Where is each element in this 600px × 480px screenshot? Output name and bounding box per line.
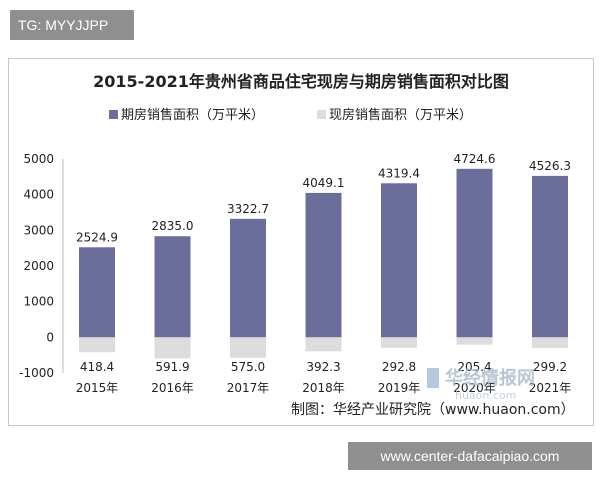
- y-tick-label: 1000: [23, 295, 54, 309]
- data-label-spot: 299.2: [533, 360, 567, 374]
- x-tick-label: 2019年: [378, 381, 421, 395]
- legend-swatch-forward: [109, 110, 118, 119]
- data-label-forward: 4526.3: [529, 159, 571, 173]
- x-tick-labels: 2015年 2016年 2017年 2018年 2019年 2020年 2021年: [76, 381, 572, 395]
- data-label-spot: 418.4: [80, 360, 114, 374]
- x-tick-label: 2018年: [302, 381, 345, 395]
- bars: 2524.9 418.4 2835.0 591.9 3322.7 575.0 4049.1 3…: [76, 152, 571, 374]
- data-label-forward: 4724.6: [454, 152, 496, 166]
- bar-chart: 2015-2021年贵州省商品住宅现房与期房销售面积对比图 期房销售面积（万平米…: [19, 72, 575, 418]
- footer-tag: www.center-dafacaipiao.com: [348, 442, 592, 470]
- bar-spot: [456, 337, 493, 345]
- bar-spot: [305, 337, 342, 352]
- bar-forward: [230, 218, 266, 338]
- x-tick-label: 2021年: [529, 381, 572, 395]
- data-label-spot: 575.0: [231, 360, 265, 374]
- watermark-logo: [427, 368, 439, 388]
- legend-swatch-spot: [317, 110, 326, 119]
- data-label-forward: 4319.4: [378, 166, 420, 180]
- data-label-forward: 2835.0: [152, 219, 194, 233]
- x-tick-label: 2017年: [227, 381, 270, 395]
- data-label-forward: 4049.1: [303, 176, 345, 190]
- y-tick-labels: 5000 4000 3000 2000 1000 0 -1000: [19, 152, 54, 380]
- header-tag: TG: MYYJJPP: [10, 10, 134, 40]
- bar-spot: [79, 337, 115, 353]
- x-tick-label: 2016年: [151, 381, 194, 395]
- bar-forward: [79, 247, 115, 338]
- bar-spot: [230, 337, 266, 358]
- bar-spot: [154, 337, 191, 359]
- data-label-forward: 2524.9: [76, 230, 118, 244]
- watermark-text: 华经情报网: [445, 367, 535, 389]
- y-tick-label: 2000: [23, 259, 54, 273]
- y-tick-label: 0: [46, 330, 54, 344]
- y-tick-label: -1000: [19, 366, 54, 380]
- chart-panel: 2015-2021年贵州省商品住宅现房与期房销售面积对比图 期房销售面积（万平米…: [8, 58, 594, 426]
- x-tick-label: 2020年: [453, 381, 496, 395]
- y-tick-label: 5000: [23, 152, 54, 166]
- bar-forward: [154, 236, 191, 338]
- bar-forward: [381, 183, 417, 338]
- data-label-spot: 205.4: [457, 360, 491, 374]
- y-tick-label: 4000: [23, 188, 54, 202]
- x-tick-label: 2015年: [76, 381, 119, 395]
- data-label-spot: 591.9: [155, 360, 189, 374]
- watermark-url: huaon.com: [455, 389, 516, 402]
- bar-forward: [456, 168, 493, 338]
- legend-label-forward: 期房销售面积（万平米）: [121, 107, 264, 123]
- legend-label-spot: 现房销售面积（万平米）: [329, 107, 472, 123]
- y-tick-label: 3000: [23, 223, 54, 237]
- data-label-spot: 292.8: [382, 360, 416, 374]
- data-label-forward: 3322.7: [227, 202, 269, 216]
- chart-title: 2015-2021年贵州省商品住宅现房与期房销售面积对比图: [93, 72, 509, 91]
- bar-forward: [305, 192, 342, 338]
- bar-spot: [532, 337, 568, 349]
- bar-spot: [381, 337, 417, 348]
- data-label-spot: 392.3: [306, 360, 340, 374]
- bar-forward: [532, 175, 568, 338]
- source-note: 制图：华经产业研究院（www.huaon.com）: [291, 402, 575, 418]
